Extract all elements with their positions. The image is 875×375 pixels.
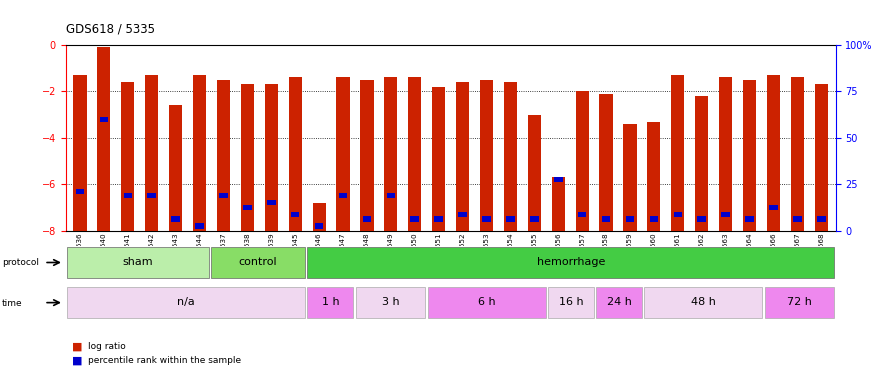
Bar xyxy=(355,287,425,318)
Bar xyxy=(793,216,802,222)
Bar xyxy=(122,82,135,231)
Bar xyxy=(428,287,546,318)
Bar xyxy=(721,212,730,217)
Bar xyxy=(528,115,541,231)
Bar xyxy=(576,92,589,231)
Text: hemorrhage: hemorrhage xyxy=(536,257,606,267)
Bar xyxy=(147,193,156,198)
Bar xyxy=(649,216,658,222)
Bar xyxy=(290,212,299,217)
Bar xyxy=(265,84,278,231)
Bar xyxy=(241,84,254,231)
Bar xyxy=(746,216,754,222)
Text: n/a: n/a xyxy=(177,297,195,307)
Bar xyxy=(766,75,780,231)
Bar xyxy=(599,94,612,231)
Bar xyxy=(289,78,302,231)
Bar xyxy=(551,177,564,231)
Bar xyxy=(434,216,443,222)
Bar xyxy=(384,78,397,231)
Text: 1 h: 1 h xyxy=(321,297,340,307)
Bar xyxy=(530,216,539,222)
Bar xyxy=(817,216,825,222)
Bar xyxy=(169,105,182,231)
Bar xyxy=(815,84,828,231)
Bar xyxy=(765,287,835,318)
Bar xyxy=(339,193,347,198)
Bar xyxy=(217,80,230,231)
Bar xyxy=(362,216,371,222)
Bar xyxy=(578,212,586,217)
Bar xyxy=(172,216,180,222)
Bar xyxy=(644,287,762,318)
Bar xyxy=(100,117,108,122)
Bar xyxy=(97,47,110,231)
Text: control: control xyxy=(239,257,277,267)
Text: protocol: protocol xyxy=(2,258,38,267)
Bar xyxy=(76,189,84,194)
Bar xyxy=(626,216,634,222)
Bar xyxy=(482,216,491,222)
Text: 24 h: 24 h xyxy=(606,297,632,307)
Text: 6 h: 6 h xyxy=(478,297,495,307)
Bar xyxy=(360,80,374,231)
Bar xyxy=(596,287,642,318)
Bar xyxy=(315,224,324,228)
Text: 3 h: 3 h xyxy=(382,297,399,307)
Bar xyxy=(697,216,706,222)
Bar xyxy=(480,80,494,231)
Text: sham: sham xyxy=(123,257,153,267)
Bar xyxy=(623,124,636,231)
Bar xyxy=(193,75,206,231)
Text: percentile rank within the sample: percentile rank within the sample xyxy=(88,356,241,365)
Text: ■: ■ xyxy=(72,356,82,366)
Bar xyxy=(123,193,132,198)
Bar xyxy=(719,78,732,231)
Bar xyxy=(337,78,350,231)
Bar xyxy=(408,78,422,231)
Text: 16 h: 16 h xyxy=(558,297,584,307)
Bar xyxy=(312,203,326,231)
Bar xyxy=(458,212,467,217)
Bar xyxy=(548,287,594,318)
Bar xyxy=(211,248,305,278)
Bar xyxy=(432,87,445,231)
Bar xyxy=(267,200,276,206)
Text: ■: ■ xyxy=(72,342,82,352)
Bar xyxy=(506,216,514,222)
Bar xyxy=(648,122,661,231)
Text: 48 h: 48 h xyxy=(691,297,716,307)
Bar xyxy=(195,224,204,228)
Bar xyxy=(456,82,469,231)
Bar xyxy=(602,216,611,222)
Bar xyxy=(695,96,708,231)
Bar xyxy=(671,75,684,231)
Text: 72 h: 72 h xyxy=(788,297,812,307)
Bar xyxy=(554,177,563,182)
Bar xyxy=(674,212,682,217)
Bar xyxy=(791,78,804,231)
Bar xyxy=(145,75,158,231)
Text: log ratio: log ratio xyxy=(88,342,125,351)
Bar xyxy=(769,205,778,210)
Text: time: time xyxy=(2,298,23,307)
Bar xyxy=(504,82,517,231)
Bar xyxy=(66,248,209,278)
Bar xyxy=(410,216,419,222)
Bar xyxy=(66,287,305,318)
Text: GDS618 / 5335: GDS618 / 5335 xyxy=(66,22,155,36)
Bar xyxy=(307,248,835,278)
Bar xyxy=(743,80,756,231)
Bar xyxy=(387,193,396,198)
Bar xyxy=(307,287,354,318)
Bar xyxy=(219,193,228,198)
Bar xyxy=(74,75,87,231)
Bar xyxy=(243,205,252,210)
